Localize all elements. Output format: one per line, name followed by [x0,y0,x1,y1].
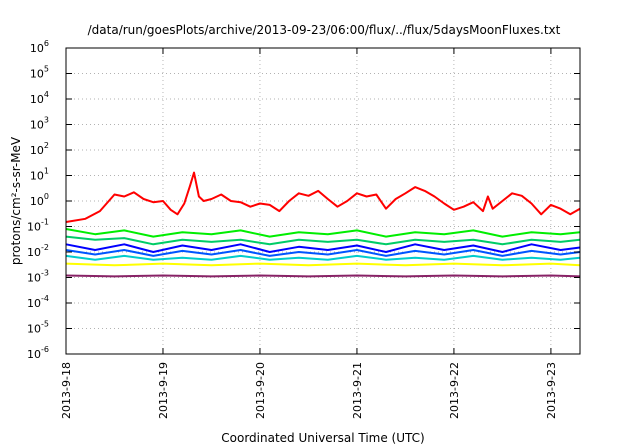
x-tick-label: 2013-9-19 [157,362,170,419]
x-axis-ticks: 2013-9-18 2013-9-19 2013-9-20 2013-9-21 2013… [60,48,558,419]
y-tick-label: 10-5 [27,320,49,336]
x-tick-label: 2013-9-20 [254,362,267,419]
y-tick-label: 10-2 [27,243,49,259]
y-axis-ticks: 106 105 104 103 102 101 100 10-1 10-2 10-3 10-4 10-… [27,39,580,361]
y-tick-label: 101 [30,167,49,183]
y-tick-label: 106 [30,39,49,55]
y-axis-label: protons/cm²-s-sr-MeV [9,136,23,265]
chart-title: /data/run/goesPlots/archive/2013-09-23/0… [88,23,561,37]
x-tick-label: 2013-9-18 [60,362,73,419]
y-tick-label: 103 [30,116,49,132]
series-line-4 [65,249,581,257]
series-line-0 [65,171,581,223]
y-tick-label: 105 [30,65,49,81]
y-tick-label: 100 [30,192,49,208]
y-tick-label: 10-4 [27,294,49,310]
y-tick-label: 102 [30,141,49,157]
x-tick-label: 2013-9-23 [545,362,558,419]
x-tick-label: 2013-9-21 [351,362,364,419]
series-line-2 [65,235,581,246]
series-line-3 [65,243,581,253]
series-line-7 [65,274,581,278]
y-tick-label: 104 [30,90,49,106]
y-tick-label: 10-6 [27,345,49,361]
y-tick-label: 10-3 [27,269,49,285]
series-line-5 [65,254,581,261]
y-tick-label: 10-1 [27,218,49,234]
series-line-6 [65,262,581,267]
x-tick-label: 2013-9-22 [448,362,461,419]
data-series [65,171,581,278]
grid-lines [66,48,580,354]
series-line-1 [65,228,581,238]
x-axis-label: Coordinated Universal Time (UTC) [221,431,424,445]
